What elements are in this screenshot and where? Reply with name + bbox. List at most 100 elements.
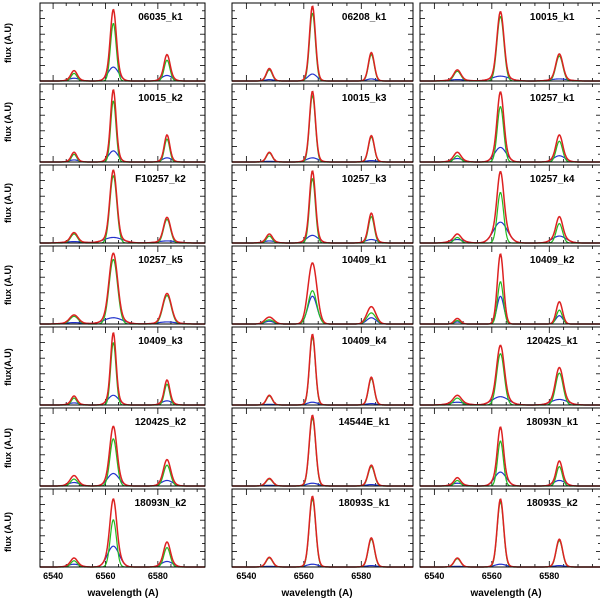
spectrum-panel: 06208_k1 [231,2,414,82]
broad-component-line [420,146,600,163]
x-tick-label: 6560 [95,571,115,581]
x-tick-label: 6580 [351,571,371,581]
panel-label: 10257_k4 [530,174,575,185]
narrow-component-line [40,342,205,406]
panel-frame [419,488,600,568]
spectrum-panel: 10409_k1 [231,245,414,325]
panel-label: 10257_k5 [138,255,183,266]
broad-component-line [40,545,205,568]
panel-label: 12042S_k1 [527,336,579,347]
spectrum-panel: F10257_k2 [39,164,206,244]
panel-frame [231,245,414,325]
panel-frame [231,488,414,568]
xlabel-col-2: wavelength (A) [280,588,352,599]
panel-frame [39,2,206,82]
panel-label: 10409_k3 [138,336,183,347]
narrow-component-line [232,94,413,163]
narrow-component-line [420,440,600,487]
panel-frame [39,407,206,487]
panel-frame [39,326,206,406]
panel-frame [39,245,206,325]
panel-frame [419,83,600,163]
panel-label: 10015_k2 [138,93,183,104]
spectrum-panel: 10257_k4 [419,164,600,244]
narrow-component-line [232,498,413,568]
narrow-component-line [420,501,600,568]
observed-spectrum-line [420,426,600,487]
xlabel-col-3: wavelength (A) [469,588,541,599]
panel-label: 18093S_k1 [339,498,391,509]
total-fit-line [420,498,600,568]
narrow-component-line [232,178,413,244]
observed-spectrum-line [232,262,413,325]
spectrum-panel: 10015_k3 [231,83,414,163]
panel-frame [39,83,206,163]
x-tick-label: 6580 [148,571,168,581]
panel-frame [39,164,206,244]
panel-frame [419,326,600,406]
panel-label: 10409_k2 [530,255,575,266]
spectrum-panel: 14544E_k1 [231,407,414,487]
ylabel-row-2: flux (A.U) [3,102,13,142]
spectrum-panel: 10015_k1 [419,2,600,82]
total-fit-line [40,425,205,487]
panel-label: F10257_k2 [135,174,186,185]
total-fit-line [40,332,205,406]
observed-spectrum-line [40,498,205,568]
spectrum-panel: 12042S_k2 [39,407,206,487]
panel-frame [231,164,414,244]
panel-label: 10257_k1 [530,93,575,104]
x-tick-label: 6540 [43,571,63,581]
spectrum-panel: 10409_k3 [39,326,206,406]
y-axis-labels: flux (A.U) flux (A.U) flux (A.U) flux (A… [3,23,13,552]
broad-component-line [420,471,600,487]
panel-frame [419,164,600,244]
panel-label: 10015_k1 [530,12,575,23]
total-fit-line [40,8,205,82]
panel-frame [419,245,600,325]
total-fit-line [40,169,205,244]
ylabel-row-3: flux (A.U) [3,183,13,223]
narrow-component-line [420,281,600,325]
spectrum-panel: 10257_k5 [39,245,206,325]
narrow-component-line [420,15,600,82]
total-fit-line [420,426,600,487]
x-tick-label: 6560 [294,571,314,581]
panel-grid: 06035_k1 06208_k1 10015_k1 10015_k2 10015_k3… [39,2,600,581]
total-fit-line [420,10,600,82]
broad-component-line [40,66,205,82]
observed-spectrum-line [420,498,600,568]
total-fit-line [420,170,600,244]
observed-spectrum-line [40,425,205,487]
spectrum-panel: 10257_k3 [231,164,414,244]
panel-label: 10015_k3 [342,93,387,104]
total-fit-line [232,262,413,325]
panel-label: 12042S_k2 [135,417,187,428]
panel-label: 06035_k1 [138,12,183,23]
narrow-component-line [40,100,205,163]
spectrum-panel: 18093S_k1 6540 6560 6580 [231,488,414,581]
spectrum-panel: 18093N_k1 [419,407,600,487]
ylabel-row-6: flux (A.U) [3,428,13,468]
spectrum-panel: 12042S_k1 [419,326,600,406]
panel-frame [419,2,600,82]
spectrum-panel: 06035_k1 [39,2,206,82]
x-tick-label: 6540 [236,571,256,581]
ylabel-row-1: flux (A.U) [3,23,13,63]
total-fit-line [40,252,205,325]
panel-label: 10257_k3 [342,174,387,185]
x-tick-label: 6540 [424,571,444,581]
x-axis-labels: wavelength (A) wavelength (A) wavelength… [86,588,541,599]
spectrum-panel: 10015_k2 [39,83,206,163]
total-fit-line [420,91,600,163]
spectrum-panel: 10257_k1 [419,83,600,163]
panel-label: 10409_k4 [342,336,387,347]
panel-frame [231,83,414,163]
spectrum-panel: 18093S_k2 6540 6560 6580 [419,488,600,581]
total-fit-line [420,344,600,406]
narrow-component-line [40,438,205,487]
panel-label: 18093N_k1 [526,417,578,428]
broad-component-line [420,295,600,325]
narrow-component-line [40,258,205,325]
